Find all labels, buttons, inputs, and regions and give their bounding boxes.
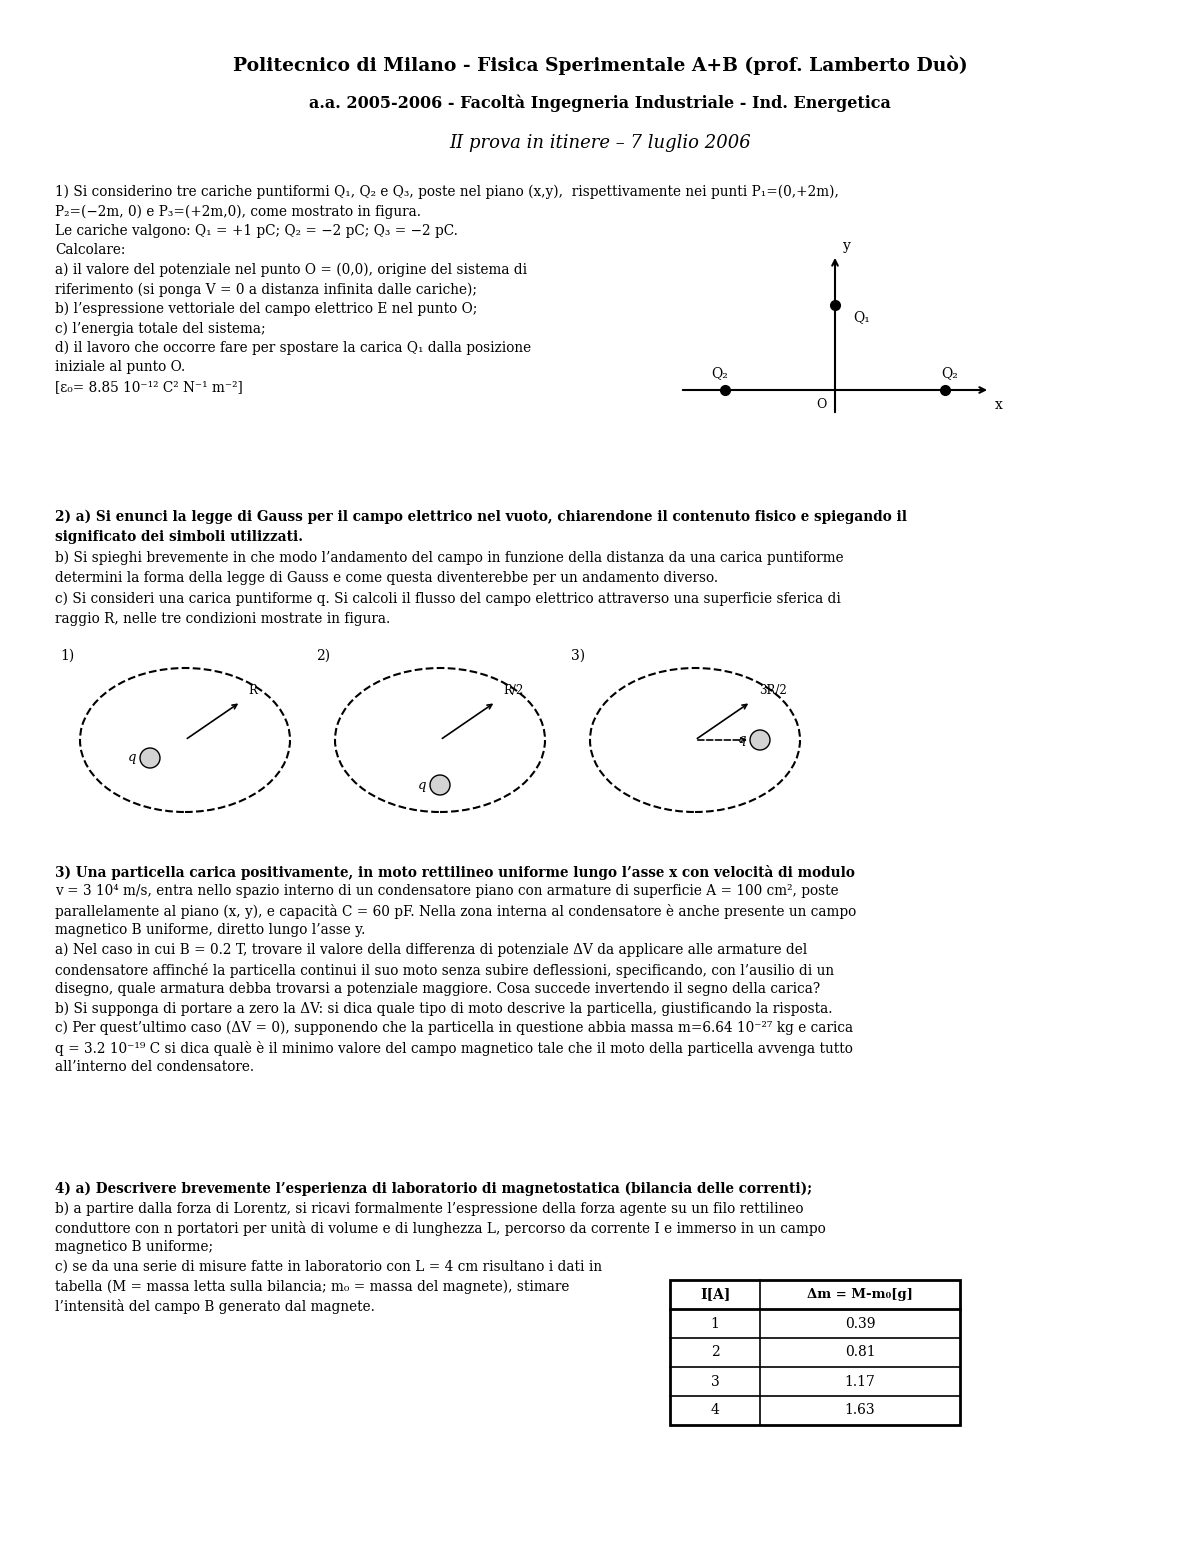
Text: 1: 1 xyxy=(710,1317,720,1331)
Text: 3: 3 xyxy=(710,1374,719,1388)
Text: 2: 2 xyxy=(710,1345,719,1359)
Circle shape xyxy=(140,749,160,769)
Text: c) l’energia totale del sistema;: c) l’energia totale del sistema; xyxy=(55,321,265,335)
Text: l’intensità del campo B generato dal magnete.: l’intensità del campo B generato dal mag… xyxy=(55,1298,374,1314)
Text: v = 3 10⁴ m/s, entra nello spazio interno di un condensatore piano con armature : v = 3 10⁴ m/s, entra nello spazio intern… xyxy=(55,885,839,899)
Text: Calcolare:: Calcolare: xyxy=(55,244,125,258)
Text: Politecnico di Milano - Fisica Sperimentale A+B (prof. Lamberto Duò): Politecnico di Milano - Fisica Speriment… xyxy=(233,56,967,75)
Text: a) Nel caso in cui B = 0.2 T, trovare il valore della differenza di potenziale Δ: a) Nel caso in cui B = 0.2 T, trovare il… xyxy=(55,943,808,957)
Text: I[A]: I[A] xyxy=(700,1287,730,1301)
Text: O: O xyxy=(817,398,827,412)
Text: x: x xyxy=(995,398,1003,412)
Text: R: R xyxy=(248,683,258,697)
Text: c) Si consideri una carica puntiforme q. Si calcoli il flusso del campo elettric: c) Si consideri una carica puntiforme q.… xyxy=(55,592,841,606)
Text: significato dei simboli utilizzati.: significato dei simboli utilizzati. xyxy=(55,531,302,545)
Text: 3R/2: 3R/2 xyxy=(758,683,786,697)
Circle shape xyxy=(750,730,770,750)
Text: 4: 4 xyxy=(710,1404,720,1418)
Text: Q₂: Q₂ xyxy=(942,367,959,380)
Text: Δm = M-m₀[g]: Δm = M-m₀[g] xyxy=(808,1287,913,1301)
Circle shape xyxy=(430,775,450,795)
Text: magnetico B uniforme;: magnetico B uniforme; xyxy=(55,1241,214,1255)
Text: conduttore con n portatori per unità di volume e di lunghezza L, percorso da cor: conduttore con n portatori per unità di … xyxy=(55,1221,826,1236)
Text: 1): 1) xyxy=(61,649,74,663)
Text: 2) a) Si enunci la legge di Gauss per il campo elettrico nel vuoto, chiarendone : 2) a) Si enunci la legge di Gauss per il… xyxy=(55,509,907,525)
Text: disegno, quale armatura debba trovarsi a potenziale maggiore. Cosa succede inver: disegno, quale armatura debba trovarsi a… xyxy=(55,981,820,995)
Text: Le cariche valgono: Q₁ = +1 pC; Q₂ = −2 pC; Q₃ = −2 pC.: Le cariche valgono: Q₁ = +1 pC; Q₂ = −2 … xyxy=(55,224,458,238)
Bar xyxy=(670,1280,960,1426)
Text: b) Si supponga di portare a zero la ΔV: si dica quale tipo di moto descrive la p: b) Si supponga di portare a zero la ΔV: … xyxy=(55,1002,833,1016)
Text: 0.39: 0.39 xyxy=(845,1317,875,1331)
Text: 1.63: 1.63 xyxy=(845,1404,875,1418)
Text: y: y xyxy=(842,239,851,253)
Text: P₂=(−2m, 0) e P₃=(+2m,0), come mostrato in figura.: P₂=(−2m, 0) e P₃=(+2m,0), come mostrato … xyxy=(55,205,421,219)
Text: Q₁: Q₁ xyxy=(853,311,870,325)
Text: q = 3.2 10⁻¹⁹ C si dica qualè è il minimo valore del campo magnetico tale che il: q = 3.2 10⁻¹⁹ C si dica qualè è il minim… xyxy=(55,1041,853,1056)
Text: d) il lavoro che occorre fare per spostare la carica Q₁ dalla posizione: d) il lavoro che occorre fare per sposta… xyxy=(55,342,532,356)
Text: raggio R, nelle tre condizioni mostrate in figura.: raggio R, nelle tre condizioni mostrate … xyxy=(55,612,390,626)
Text: Q₂: Q₂ xyxy=(712,367,728,380)
Text: condensatore affinché la particella continui il suo moto senza subire deflession: condensatore affinché la particella cont… xyxy=(55,963,834,977)
Text: q: q xyxy=(418,778,426,792)
Text: II prova in itinere – 7 luglio 2006: II prova in itinere – 7 luglio 2006 xyxy=(449,134,751,152)
Text: b) Si spieghi brevemente in che modo l’andamento del campo in funzione della dis: b) Si spieghi brevemente in che modo l’a… xyxy=(55,551,844,565)
Text: a.a. 2005-2006 - Facoltà Ingegneria Industriale - Ind. Energetica: a.a. 2005-2006 - Facoltà Ingegneria Indu… xyxy=(310,95,890,112)
Text: q: q xyxy=(127,752,136,764)
Text: 1) Si considerino tre cariche puntiformi Q₁, Q₂ e Q₃, poste nel piano (x,y),  ri: 1) Si considerino tre cariche puntiformi… xyxy=(55,185,839,199)
Text: c) Per quest’ultimo caso (ΔV = 0), supponendo che la particella in questione abb: c) Per quest’ultimo caso (ΔV = 0), suppo… xyxy=(55,1020,853,1036)
Text: determini la forma della legge di Gauss e come questa diventerebbe per un andame: determini la forma della legge di Gauss … xyxy=(55,572,718,585)
Text: 2): 2) xyxy=(316,649,330,663)
Text: all’interno del condensatore.: all’interno del condensatore. xyxy=(55,1061,254,1075)
Text: 4) a) Descrivere brevemente l’esperienza di laboratorio di magnetostatica (bilan: 4) a) Descrivere brevemente l’esperienza… xyxy=(55,1182,812,1196)
Text: 0.81: 0.81 xyxy=(845,1345,875,1359)
Text: iniziale al punto O.: iniziale al punto O. xyxy=(55,360,185,374)
Text: b) l’espressione vettoriale del campo elettrico E nel punto O;: b) l’espressione vettoriale del campo el… xyxy=(55,301,478,317)
Text: 3) Una particella carica positivamente, in moto rettilineo uniforme lungo l’asse: 3) Una particella carica positivamente, … xyxy=(55,865,854,881)
Text: magnetico B uniforme, diretto lungo l’asse y.: magnetico B uniforme, diretto lungo l’as… xyxy=(55,924,365,938)
Text: riferimento (si ponga V = 0 a distanza infinita dalle cariche);: riferimento (si ponga V = 0 a distanza i… xyxy=(55,283,478,297)
Text: 1.17: 1.17 xyxy=(845,1374,876,1388)
Text: q: q xyxy=(738,733,746,747)
Text: [ε₀= 8.85 10⁻¹² C² N⁻¹ m⁻²]: [ε₀= 8.85 10⁻¹² C² N⁻¹ m⁻²] xyxy=(55,380,242,394)
Text: tabella (M = massa letta sulla bilancia; m₀ = massa del magnete), stimare: tabella (M = massa letta sulla bilancia;… xyxy=(55,1280,569,1294)
Text: a) il valore del potenziale nel punto O = (0,0), origine del sistema di: a) il valore del potenziale nel punto O … xyxy=(55,262,527,278)
Text: R/2: R/2 xyxy=(504,683,524,697)
Text: c) se da una serie di misure fatte in laboratorio con L = 4 cm risultano i dati : c) se da una serie di misure fatte in la… xyxy=(55,1259,602,1273)
Text: b) a partire dalla forza di Lorentz, si ricavi formalmente l’espressione della f: b) a partire dalla forza di Lorentz, si … xyxy=(55,1202,804,1216)
Text: parallelamente al piano (x, y), e capacità C = 60 pF. Nella zona interna al cond: parallelamente al piano (x, y), e capaci… xyxy=(55,904,857,919)
Text: 3): 3) xyxy=(571,649,586,663)
